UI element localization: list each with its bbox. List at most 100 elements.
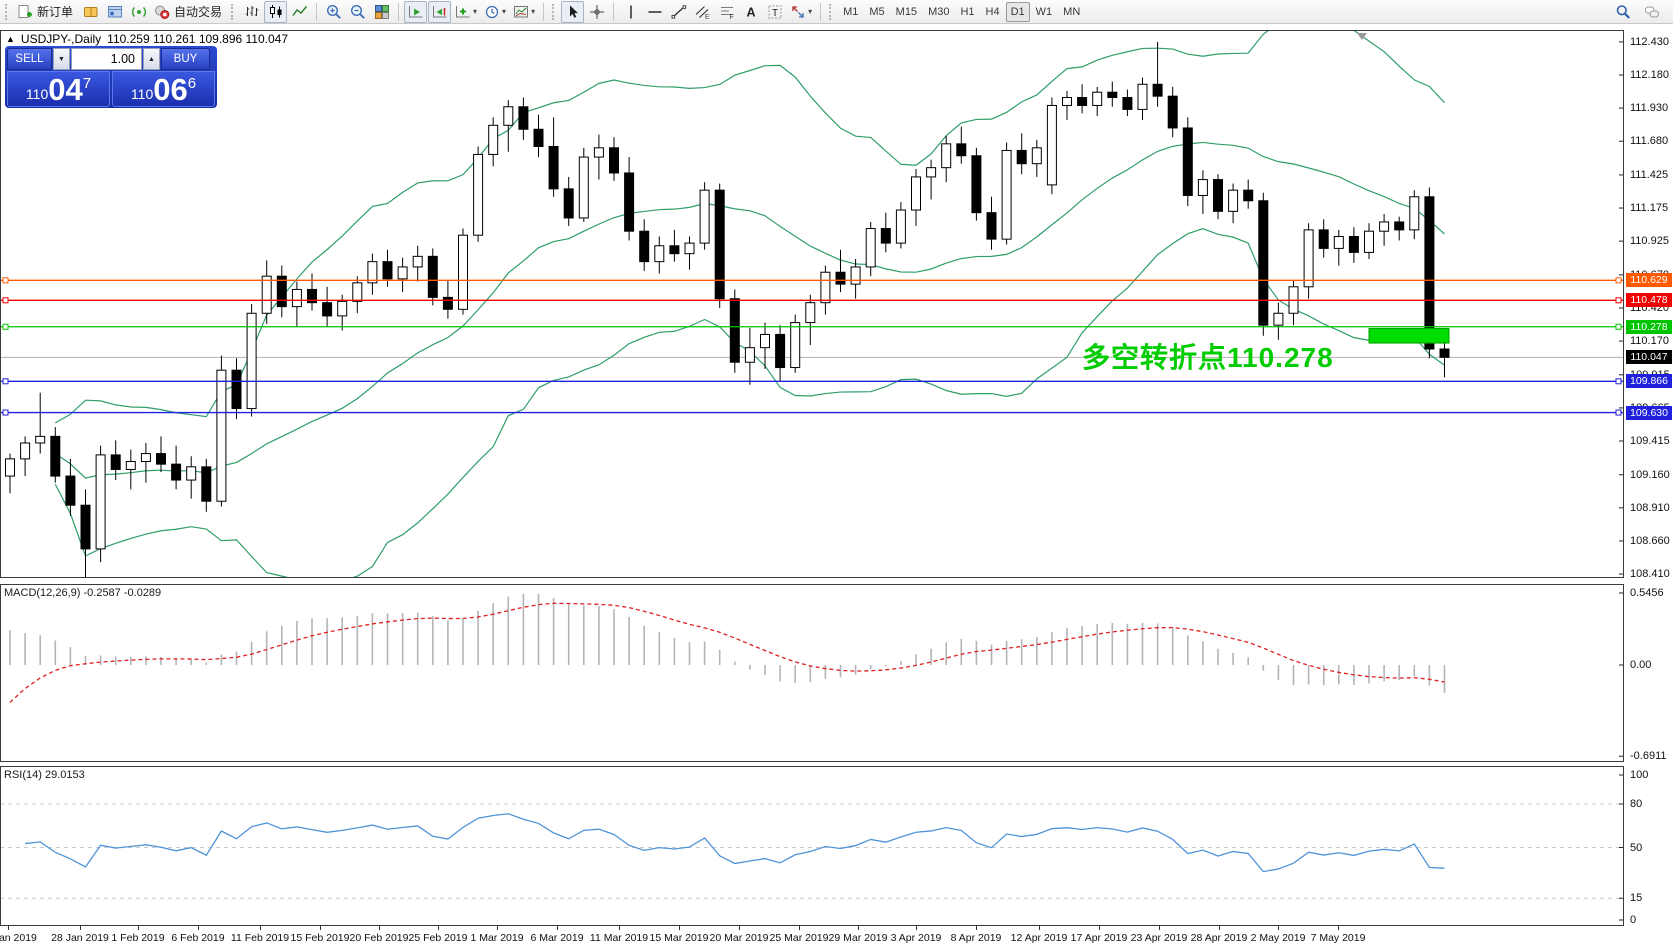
- toolbar-grip[interactable]: [231, 3, 236, 20]
- date-tick: [198, 926, 199, 930]
- chart-shift-button[interactable]: [428, 0, 452, 23]
- date-label: 20 Mar 2019: [709, 932, 769, 944]
- price-tick-label: 110.925: [1630, 235, 1669, 248]
- buy-price-pips: 06: [153, 72, 188, 108]
- rsi-indicator-panel[interactable]: [0, 766, 1624, 926]
- volume-down-button[interactable]: ▼: [53, 48, 70, 70]
- text-tool-button[interactable]: A: [739, 1, 762, 23]
- one-click-trading-panel: SELL ▼ ▲ BUY 110 04 7 110 06 6: [5, 46, 217, 108]
- date-label: 2 May 2019: [1250, 932, 1306, 944]
- new-order-button[interactable]: 新订单: [14, 1, 78, 23]
- price-tick-label: 109.160: [1630, 468, 1670, 481]
- crosshair-tool-button[interactable]: [585, 1, 608, 23]
- sell-price-figure: 110: [25, 86, 49, 102]
- volume-up-button[interactable]: ▲: [143, 48, 160, 70]
- toolbar-separator: [613, 2, 615, 21]
- arrows-tool-button[interactable]: ▾: [787, 1, 815, 23]
- rsi-axis-label: 0: [1630, 914, 1637, 926]
- zoom-in-button[interactable]: [322, 1, 345, 23]
- line-chart-mode-button[interactable]: [288, 1, 311, 23]
- trendline-tool-button[interactable]: [667, 1, 690, 23]
- macd-axis-label: -0.6911: [1630, 750, 1667, 763]
- new-order-icon: [18, 4, 32, 18]
- date-label: 23 Jan 2019: [0, 932, 37, 944]
- toolbar-separator: [398, 2, 400, 21]
- search-button[interactable]: [1611, 1, 1634, 23]
- timeframe-h4-button[interactable]: H4: [985, 5, 1000, 18]
- timeframe-w1-button[interactable]: W1: [1035, 5, 1053, 18]
- fibonacci-tool-button[interactable]: F: [715, 1, 738, 23]
- timeframe-h1-button[interactable]: H1: [960, 5, 975, 18]
- zoom-in-icon: [326, 4, 341, 19]
- chat-button[interactable]: [1640, 1, 1663, 23]
- date-tick: [379, 926, 380, 930]
- rsi-label: RSI(14) 29.0153: [4, 769, 85, 781]
- buy-button[interactable]: BUY: [161, 48, 210, 70]
- date-label: 11 Mar 2019: [589, 932, 649, 944]
- horizontal-line-tool-button[interactable]: [643, 1, 666, 23]
- macd-label: MACD(12,26,9) -0.2587 -0.0289: [4, 587, 162, 599]
- sell-button[interactable]: SELL: [7, 48, 52, 70]
- rsi-axis-label: 80: [1630, 798, 1643, 810]
- chat-icon: [1644, 6, 1659, 17]
- periods-button[interactable]: ▾: [481, 1, 509, 23]
- price-scale[interactable]: 112.430 112.180 111.930 111.680 111.425 111.1…: [1624, 24, 1673, 948]
- zoom-out-button[interactable]: [346, 1, 369, 23]
- vertical-line-tool-button[interactable]: [619, 1, 642, 23]
- toolbar-separator: [820, 2, 822, 21]
- cursor-tool-button[interactable]: [561, 0, 585, 23]
- toolbar-grip[interactable]: [552, 3, 557, 20]
- autotrading-button[interactable]: 自动交易: [151, 1, 227, 23]
- toolbar-grip[interactable]: [829, 3, 834, 20]
- buy-price-button[interactable]: 110 06 6: [112, 71, 215, 107]
- timeframe-m5-button[interactable]: M5: [869, 5, 885, 18]
- auto-scroll-button[interactable]: [404, 0, 428, 23]
- price-tick-label: 111.175: [1630, 202, 1669, 215]
- date-label: 25 Mar 2019: [769, 932, 829, 944]
- dropdown-caret-icon: ▾: [502, 6, 507, 16]
- main-price-chart[interactable]: [0, 30, 1624, 578]
- macd-indicator-panel[interactable]: [0, 584, 1624, 762]
- date-label: 23 Apr 2019: [1130, 932, 1188, 944]
- date-tick: [557, 926, 558, 930]
- chart-shift-marker-icon[interactable]: [1357, 33, 1367, 40]
- navigator-button[interactable]: [103, 1, 126, 23]
- oneclick-collapse-icon[interactable]: ▲: [6, 34, 15, 44]
- channel-tool-button[interactable]: E: [691, 1, 714, 23]
- volume-input[interactable]: [71, 48, 142, 70]
- timeframe-mn-button[interactable]: MN: [1063, 5, 1081, 18]
- price-tick-label: 109.415: [1630, 435, 1670, 447]
- timeframe-d1-button[interactable]: D1: [1005, 1, 1030, 22]
- main-toolbar: 新订单 自动交易: [0, 0, 1673, 24]
- signals-button[interactable]: [127, 1, 150, 23]
- bar-chart-mode-button[interactable]: [240, 1, 263, 23]
- date-label: 6 Mar 2019: [530, 932, 584, 944]
- dropdown-caret-icon: ▾: [531, 6, 536, 16]
- tile-windows-button[interactable]: [370, 1, 393, 23]
- templates-button[interactable]: ▾: [510, 1, 538, 23]
- timeframe-m30-button[interactable]: M30: [928, 5, 950, 18]
- text-label-tool-button[interactable]: T: [763, 1, 786, 23]
- indicators-icon: [456, 5, 470, 17]
- market-watch-button[interactable]: [79, 1, 102, 23]
- templates-icon: [514, 5, 529, 17]
- line-chart-icon: [291, 5, 307, 16]
- date-tick: [320, 926, 321, 930]
- toolbar-grip[interactable]: [5, 3, 10, 20]
- sell-price-point: 7: [82, 75, 92, 92]
- sell-price-button[interactable]: 110 04 7: [7, 71, 110, 107]
- timeframe-m1-button[interactable]: M1: [843, 5, 859, 18]
- timeframe-m15-button[interactable]: M15: [895, 5, 918, 18]
- horizontal-line-icon: [648, 10, 662, 13]
- svg-text:E: E: [705, 13, 710, 20]
- date-label: 25 Feb 2019: [408, 932, 468, 944]
- price-tick-label: 112.180: [1630, 69, 1669, 81]
- date-tick: [8, 926, 9, 930]
- buy-price-point: 6: [187, 75, 197, 92]
- date-tick: [1219, 926, 1220, 930]
- indicators-button[interactable]: ▾: [452, 1, 480, 23]
- candlestick-mode-button[interactable]: [264, 0, 288, 23]
- date-label: 15 Mar 2019: [649, 932, 709, 944]
- toolbar-separator: [316, 2, 318, 21]
